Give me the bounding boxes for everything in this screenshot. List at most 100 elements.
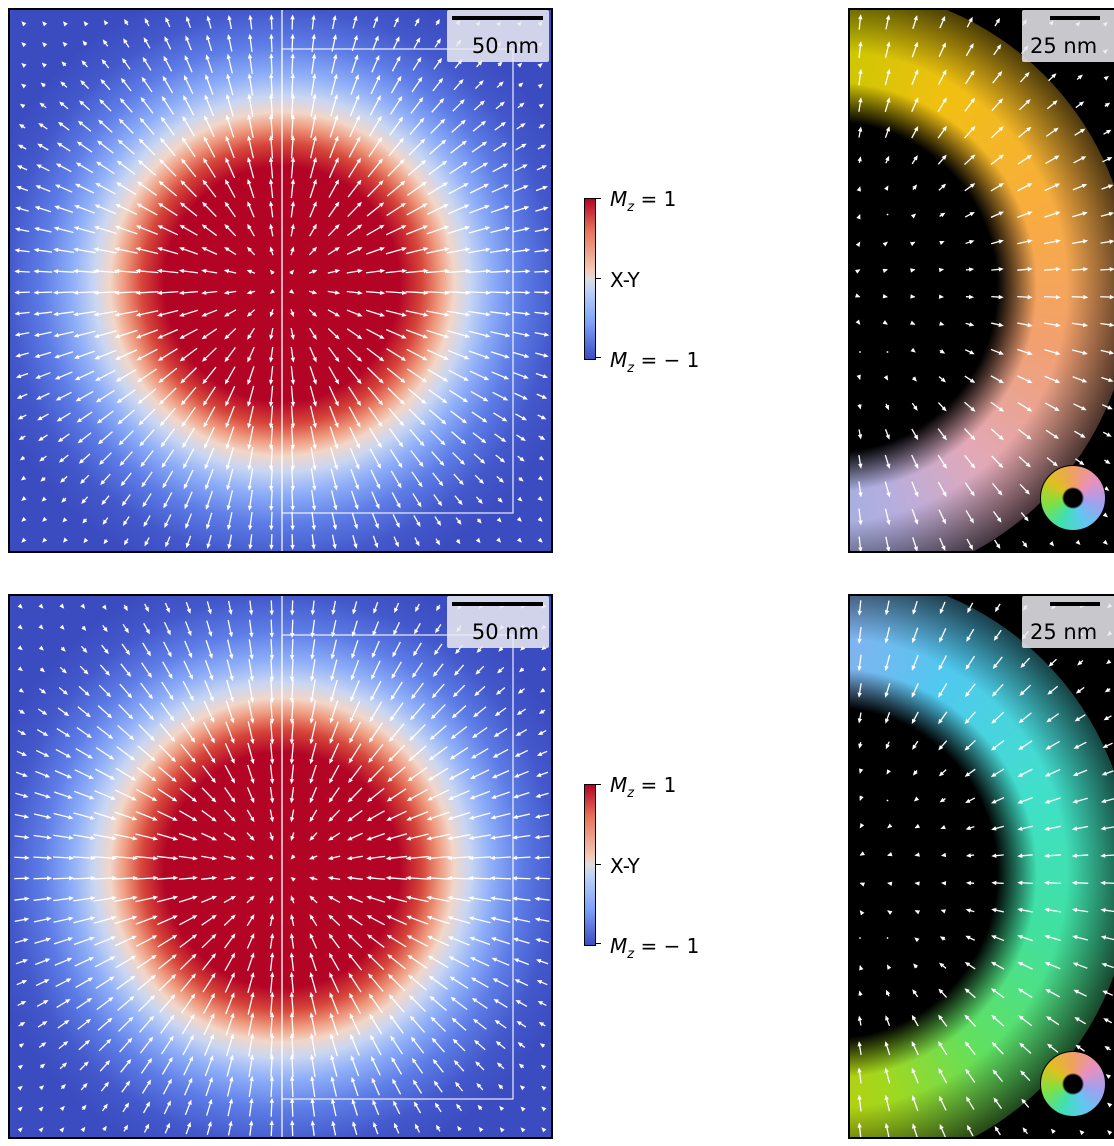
scale-bar-line: [452, 16, 543, 20]
arrow: [493, 165, 506, 172]
arrow-head: [312, 94, 316, 99]
arrow: [413, 493, 420, 504]
arrow: [138, 292, 158, 293]
arrow: [411, 99, 422, 113]
arrow-head: [249, 1076, 253, 1081]
arrow-head: [885, 718, 889, 723]
arrow: [329, 367, 338, 382]
scale-bar: 50 nm: [447, 596, 549, 648]
arrow-head: [290, 836, 294, 841]
arrow-head: [226, 94, 230, 99]
arrow-head: [486, 290, 491, 294]
arrow-head: [41, 83, 46, 88]
arrow-head: [448, 936, 453, 940]
arrow: [331, 1015, 338, 1035]
arrow: [411, 451, 422, 465]
arrow: [182, 226, 197, 235]
arrow-head: [247, 423, 251, 428]
arrow: [227, 660, 232, 679]
arrow-head: [24, 917, 29, 921]
arrow: [139, 330, 158, 337]
arrow: [393, 662, 401, 677]
scale-bar-label: 25 nm: [1030, 34, 1097, 58]
arrow: [452, 748, 468, 758]
arrow-head: [517, 538, 522, 543]
arrow: [117, 271, 138, 273]
arrow-head: [309, 855, 314, 859]
arrow: [387, 368, 403, 381]
arrow: [371, 702, 382, 720]
arrow: [179, 917, 195, 925]
arrow: [120, 141, 134, 154]
arrow-head: [185, 523, 189, 528]
arrow-head: [374, 543, 378, 548]
arrow: [940, 1071, 947, 1083]
arrow-head: [1110, 267, 1114, 271]
arrow: [414, 1060, 423, 1073]
arrow: [185, 641, 191, 655]
arrow: [226, 347, 235, 359]
arrow: [186, 514, 191, 526]
arrow: [940, 656, 946, 668]
arrow: [250, 56, 252, 74]
arrow: [450, 813, 470, 819]
arrow: [430, 431, 443, 444]
arrow: [229, 512, 232, 527]
arrow: [179, 833, 195, 839]
arrow: [53, 878, 71, 879]
arrow-head: [14, 290, 19, 294]
arrow: [329, 204, 338, 217]
arrow-head: [291, 895, 295, 900]
arrow-head: [269, 53, 273, 58]
arrow-head: [970, 491, 975, 496]
arrow-head: [89, 795, 94, 799]
arrow-head: [351, 1055, 355, 1060]
arrow-head: [38, 624, 43, 629]
arrow: [912, 509, 917, 522]
arrow: [350, 788, 362, 800]
arrow-head: [1072, 854, 1077, 858]
arrow-head: [999, 267, 1004, 271]
arrow-head: [1055, 351, 1060, 355]
arrow: [348, 204, 360, 216]
arrow-head: [886, 97, 890, 102]
arrow: [203, 975, 214, 992]
scale-bar-line: [1050, 16, 1100, 20]
arrow-head: [860, 796, 864, 801]
arrow-head: [456, 539, 461, 544]
arrow: [430, 957, 448, 968]
arrow: [1075, 883, 1089, 884]
arrow-head: [490, 835, 495, 839]
arrow: [352, 660, 358, 678]
arrow-head: [857, 1123, 861, 1128]
arrow-head: [187, 608, 191, 613]
arrow-head: [541, 1127, 546, 1132]
arrow-head: [858, 492, 862, 497]
arrow: [226, 182, 235, 198]
arrow: [56, 312, 74, 314]
arrow: [389, 429, 401, 445]
arrow-head: [466, 291, 471, 295]
arrow-head: [310, 655, 314, 660]
arrow: [371, 723, 383, 740]
arrow: [204, 182, 216, 197]
arrow-head: [193, 856, 198, 860]
arrow-head: [94, 355, 99, 359]
arrow: [248, 700, 252, 721]
arrow-head: [247, 114, 251, 119]
arrow: [100, 432, 112, 443]
arrow: [142, 120, 154, 135]
arrow: [271, 1079, 272, 1097]
arrow-head: [91, 876, 96, 880]
arrow: [160, 249, 178, 254]
arrow-head: [1017, 908, 1022, 912]
arrow-head: [447, 896, 452, 900]
arrow: [271, 700, 272, 721]
arrow: [312, 1079, 315, 1097]
arrow-head: [185, 35, 189, 40]
arrow-head: [444, 247, 449, 251]
arrow: [186, 492, 192, 507]
arrow: [413, 1039, 424, 1053]
arrow: [292, 56, 293, 74]
arrow-head: [247, 290, 252, 294]
